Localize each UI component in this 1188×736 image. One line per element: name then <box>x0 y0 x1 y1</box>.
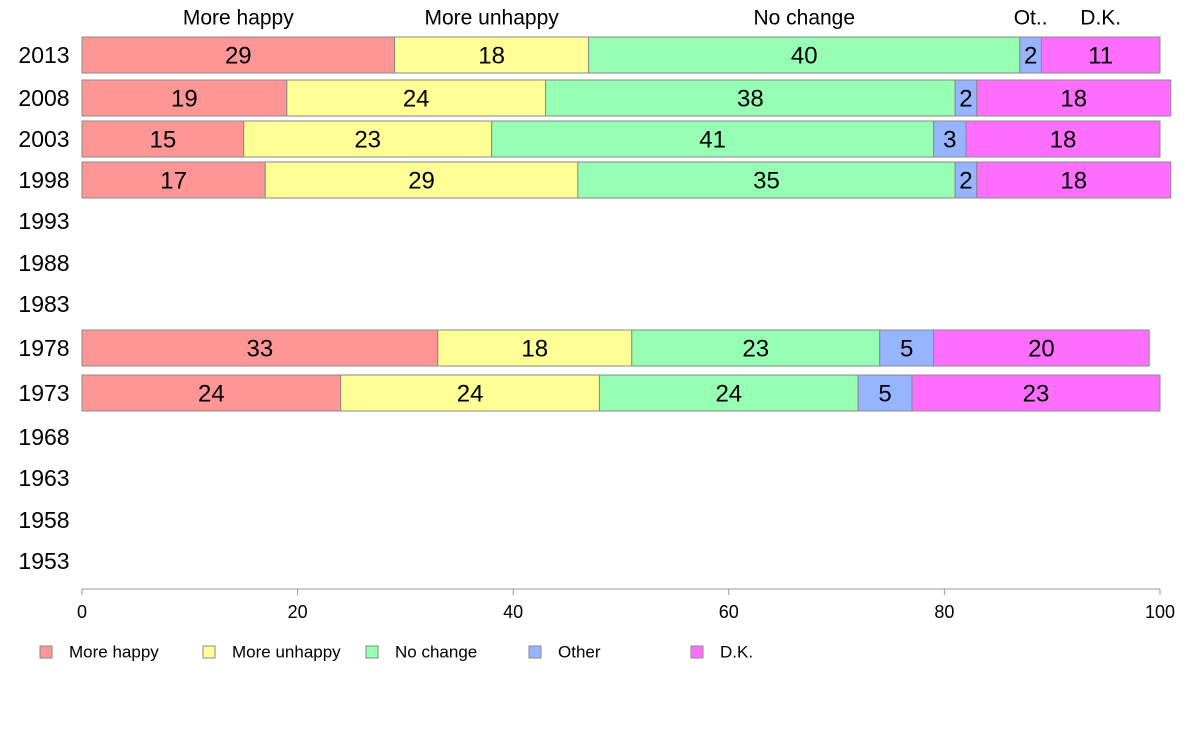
year-label-1983: 1983 <box>18 291 69 317</box>
legend-label-4: D.K. <box>720 643 753 662</box>
data-label-2008-1: 24 <box>403 86 430 113</box>
data-label-1978-1: 18 <box>521 336 548 363</box>
data-label-2008-2: 38 <box>737 86 764 113</box>
data-label-2008-3: 2 <box>959 86 972 113</box>
bar-segment-1978-1 <box>437 329 633 367</box>
bar-segment-1973-3 <box>857 374 913 412</box>
legend-swatch-1 <box>202 645 216 659</box>
year-label-1953: 1953 <box>18 548 69 574</box>
data-label-2008-4: 18 <box>1060 86 1087 113</box>
bar-segment-1998-4 <box>976 161 1172 199</box>
data-label-1978-0: 33 <box>247 336 274 363</box>
legend-label-3: Other <box>558 643 601 662</box>
data-label-1998-0: 17 <box>160 168 187 195</box>
bar-segment-2008-2 <box>545 79 956 117</box>
bar-segment-1978-4 <box>933 329 1150 367</box>
data-label-2003-3: 3 <box>943 127 956 154</box>
data-label-1973-4: 23 <box>1023 381 1050 408</box>
data-label-1973-0: 24 <box>198 381 225 408</box>
data-label-2013-2: 40 <box>791 43 818 70</box>
legend-label-0: More happy <box>69 643 159 662</box>
data-label-2013-4: 11 <box>1088 43 1113 70</box>
data-label-2003-0: 15 <box>149 127 176 154</box>
x-tick-label-40: 40 <box>503 602 523 622</box>
data-label-1973-2: 24 <box>715 381 742 408</box>
data-label-2008-0: 19 <box>171 86 198 113</box>
top-label-4: D.K. <box>1080 7 1121 30</box>
year-label-1978: 1978 <box>18 335 69 361</box>
top-label-1: More unhappy <box>425 7 560 30</box>
data-label-2013-3: 2 <box>1024 43 1037 70</box>
data-label-2003-4: 18 <box>1050 127 1077 154</box>
bar-segment-2013-0 <box>81 36 396 74</box>
x-tick-label-100: 100 <box>1145 602 1175 622</box>
bar-segment-2008-0 <box>81 79 288 117</box>
bar-segment-2003-4 <box>965 120 1161 158</box>
bar-segment-2003-3 <box>933 120 967 158</box>
data-label-2013-1: 18 <box>478 43 505 70</box>
data-label-2003-2: 41 <box>699 127 726 154</box>
year-label-1958: 1958 <box>18 507 69 533</box>
x-tick-label-0: 0 <box>77 602 87 622</box>
x-tick-label-80: 80 <box>934 602 954 622</box>
data-label-1998-2: 35 <box>753 168 780 195</box>
bar-segment-2003-0 <box>81 120 245 158</box>
year-label-1963: 1963 <box>18 465 69 491</box>
bar-segment-1998-0 <box>81 161 266 199</box>
top-label-3: Ot.. <box>1014 7 1048 30</box>
bar-segment-1973-4 <box>911 374 1161 412</box>
bar-segment-1973-2 <box>598 374 859 412</box>
legend-swatch-2 <box>365 645 379 659</box>
bar-segment-1978-0 <box>81 329 439 367</box>
data-label-1973-3: 5 <box>878 381 891 408</box>
bar-segment-2008-1 <box>286 79 547 117</box>
top-label-2: No change <box>753 7 855 30</box>
data-label-1978-3: 5 <box>900 336 913 363</box>
bar-segment-1978-3 <box>879 329 935 367</box>
year-label-1998: 1998 <box>18 167 69 193</box>
legend-label-1: More unhappy <box>232 643 341 662</box>
legend-label-2: No change <box>395 643 477 662</box>
legend-swatch-3 <box>528 645 542 659</box>
bar-segment-2013-4 <box>1040 36 1161 74</box>
year-label-1993: 1993 <box>18 208 69 234</box>
year-label-1973: 1973 <box>18 380 69 406</box>
bar-segment-1973-0 <box>81 374 342 412</box>
year-label-2008: 2008 <box>18 85 69 111</box>
data-label-1978-4: 20 <box>1028 336 1055 363</box>
year-label-2003: 2003 <box>18 126 69 152</box>
legend-swatch-0 <box>39 645 53 659</box>
bar-segment-2003-1 <box>243 120 493 158</box>
data-label-1998-3: 2 <box>959 168 972 195</box>
data-label-1998-1: 29 <box>408 168 435 195</box>
top-label-0: More happy <box>183 7 294 30</box>
bar-segment-2008-4 <box>976 79 1172 117</box>
year-label-1988: 1988 <box>18 250 69 276</box>
data-label-1978-2: 23 <box>742 336 769 363</box>
data-label-2013-0: 29 <box>225 43 252 70</box>
bar-segment-1973-1 <box>340 374 600 412</box>
year-label-1968: 1968 <box>18 424 69 450</box>
year-label-2013: 2013 <box>18 42 69 68</box>
legend-swatch-4 <box>690 645 704 659</box>
data-label-2003-1: 23 <box>354 127 381 154</box>
x-tick-label-20: 20 <box>288 602 308 622</box>
bar-segment-2013-2 <box>588 36 1021 74</box>
x-tick-label-60: 60 <box>719 602 739 622</box>
bar-segment-2003-2 <box>491 120 935 158</box>
data-label-1998-4: 18 <box>1060 168 1087 195</box>
bar-segment-2013-1 <box>394 36 590 74</box>
data-label-1973-1: 24 <box>457 381 484 408</box>
